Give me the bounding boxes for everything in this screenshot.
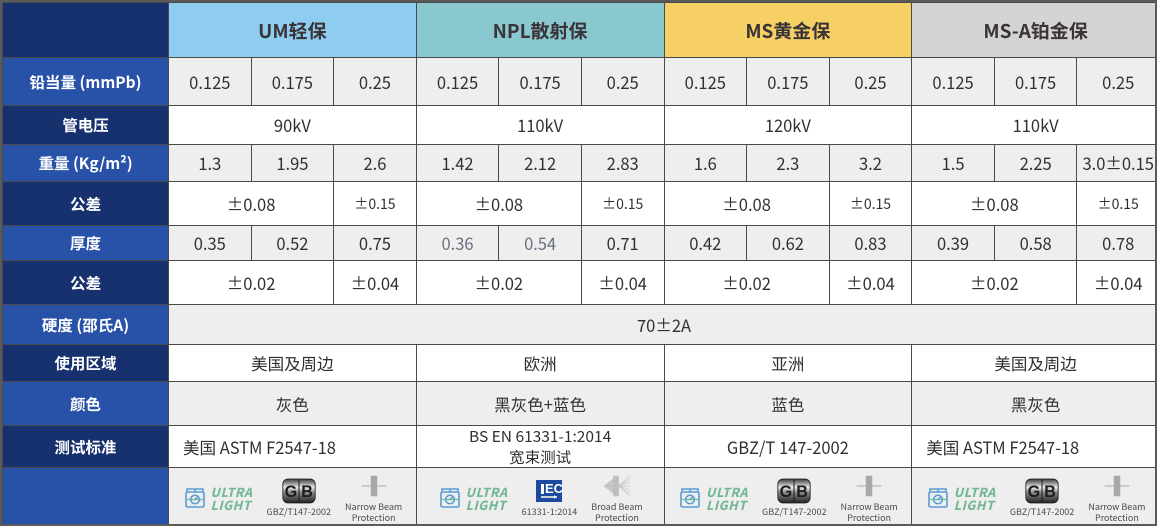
svg-text:EC: EC	[545, 481, 564, 496]
svg-text:B: B	[301, 483, 313, 501]
svg-text:G: G	[1028, 483, 1041, 501]
svg-text:G: G	[780, 483, 793, 501]
svg-text:G: G	[284, 483, 297, 501]
svg-text:B: B	[1044, 483, 1056, 501]
svg-text:B: B	[797, 483, 809, 501]
